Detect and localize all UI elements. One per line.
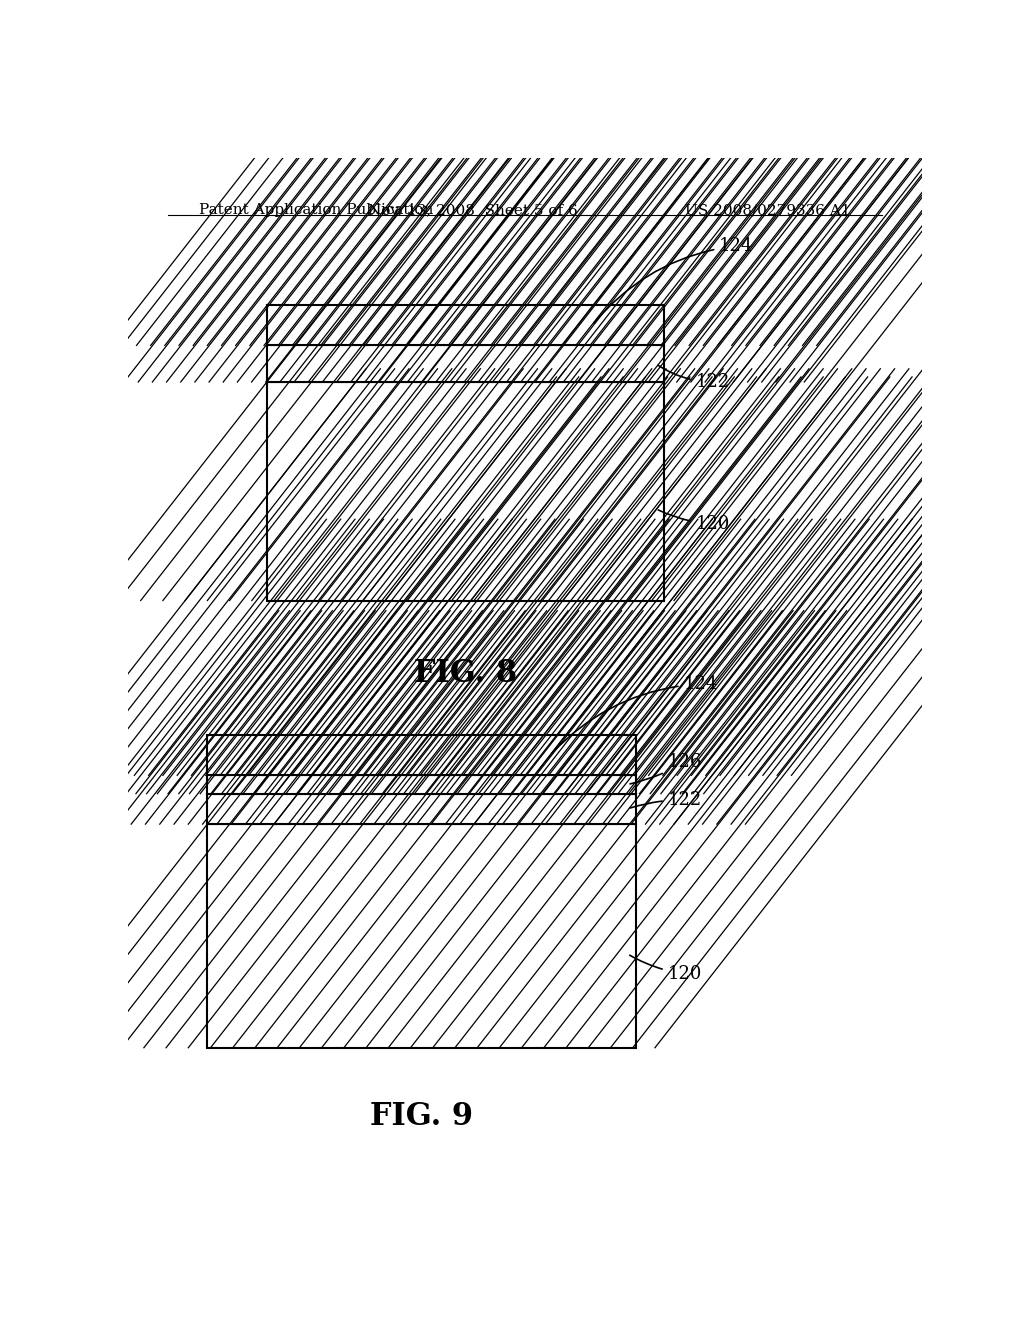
- Bar: [267, 305, 664, 346]
- Bar: [207, 793, 636, 824]
- Text: US 2008/0279336 A1: US 2008/0279336 A1: [685, 203, 850, 216]
- Text: FIG. 9: FIG. 9: [370, 1101, 473, 1133]
- Text: 122: 122: [630, 791, 701, 809]
- Text: 120: 120: [630, 956, 702, 983]
- Bar: [267, 346, 664, 381]
- Bar: [207, 775, 636, 793]
- Bar: [207, 735, 636, 775]
- Text: 122: 122: [658, 366, 730, 391]
- Bar: [207, 735, 636, 775]
- Bar: [267, 305, 664, 346]
- Text: Patent Application Publication: Patent Application Publication: [200, 203, 434, 216]
- Bar: [207, 793, 636, 824]
- Bar: [267, 381, 664, 601]
- Bar: [267, 381, 664, 601]
- Text: 124: 124: [594, 236, 754, 323]
- Bar: [267, 346, 664, 381]
- Bar: [207, 775, 636, 793]
- Text: 120: 120: [658, 510, 730, 533]
- Text: Nov. 13, 2008  Sheet 5 of 6: Nov. 13, 2008 Sheet 5 of 6: [369, 203, 579, 216]
- Bar: [207, 824, 636, 1048]
- Text: 124: 124: [552, 675, 718, 752]
- Text: FIG. 8: FIG. 8: [414, 659, 517, 689]
- Bar: [207, 824, 636, 1048]
- Text: 126: 126: [630, 754, 702, 784]
